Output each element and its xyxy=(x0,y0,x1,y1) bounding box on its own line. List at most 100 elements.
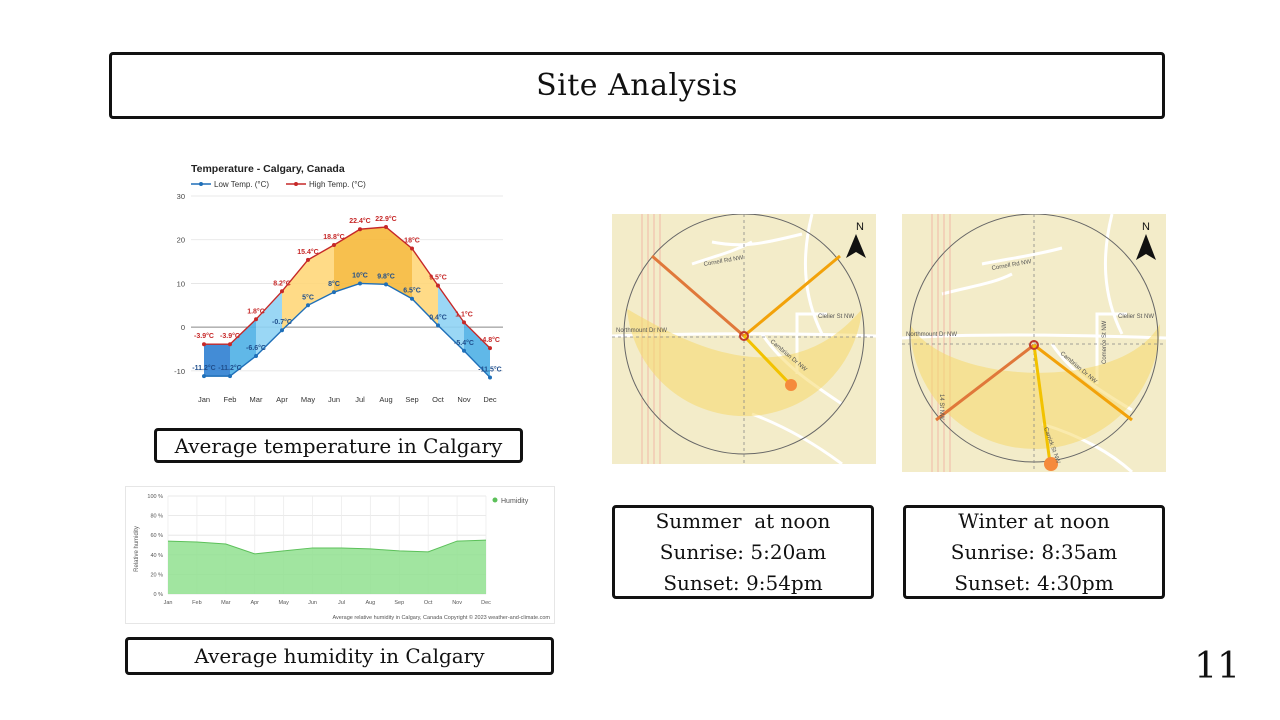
low-temp-point xyxy=(306,303,310,308)
winter-noon-line xyxy=(1032,344,1052,464)
low-temp-point xyxy=(358,281,362,286)
high-temp-label: 18.8°C xyxy=(323,233,344,241)
low-temp-label: 6.5°C xyxy=(403,287,421,295)
summer-street-label: Clelier St NW xyxy=(818,314,854,320)
summer-sunset-line xyxy=(743,254,841,338)
low-temp-point xyxy=(202,374,206,379)
summer-sunrise: Sunrise: 5:20am xyxy=(659,539,827,564)
humidity-ylabel: Relative humidity xyxy=(134,526,140,572)
humidity-xtick: Aug xyxy=(365,600,375,606)
temp-band xyxy=(308,244,334,306)
winter-sun-marker xyxy=(1044,457,1058,471)
temp-xtick: Nov xyxy=(457,395,471,404)
high-temp-label: -3.9°C xyxy=(194,332,214,340)
low-temp-label: 5°C xyxy=(302,293,314,301)
humidity-area xyxy=(168,540,486,594)
high-temp-label: 9.5°C xyxy=(429,274,447,282)
summer-north-arrow: N xyxy=(846,221,866,258)
low-temp-label: -5.4°C xyxy=(454,339,474,347)
summer-sun-area xyxy=(627,309,862,417)
high-temp-point xyxy=(410,246,414,251)
temp-xtick: Sep xyxy=(405,395,418,404)
high-temp-point xyxy=(358,227,362,232)
high-temp-point xyxy=(436,283,440,288)
winter-street-label: Clelier St NW xyxy=(1118,314,1154,320)
high-temp-point xyxy=(254,317,258,322)
low-temp-line xyxy=(204,282,491,378)
humidity-ytick: 100 % xyxy=(147,494,163,500)
legend-humidity: Humidity xyxy=(501,498,529,505)
temp-band xyxy=(438,285,464,351)
low-temp-point xyxy=(410,296,414,301)
humidity-ytick: 0 % xyxy=(154,592,164,598)
low-temp-label: 9.8°C xyxy=(377,272,395,280)
winter-north-arrow: N xyxy=(1136,221,1156,260)
winter-street-label: Northmount Dr NW xyxy=(906,332,957,338)
low-temp-label: 8°C xyxy=(328,280,340,288)
legend-high: High Temp. (°C) xyxy=(309,180,366,189)
humidity-xtick: Nov xyxy=(452,600,462,606)
low-temp-label: 10°C xyxy=(352,271,368,279)
temp-band xyxy=(282,259,308,331)
slide-title: Site Analysis xyxy=(109,52,1165,119)
temp-xtick: Jun xyxy=(328,395,340,404)
high-temp-point xyxy=(306,257,310,262)
high-temp-label: 22.9°C xyxy=(375,215,396,223)
temp-xtick: Dec xyxy=(483,395,497,404)
temp-band xyxy=(334,229,360,293)
high-temp-point xyxy=(384,225,388,230)
high-temp-point xyxy=(332,242,336,247)
humidity-legend: Humidity xyxy=(492,497,529,505)
temp-xtick: Mar xyxy=(250,395,263,404)
humidity-caption: Average humidity in Calgary xyxy=(125,637,554,675)
svg-text:N: N xyxy=(856,221,864,233)
temperature-chart-title: Temperature - Calgary, Canada xyxy=(191,163,345,175)
temp-xtick: Feb xyxy=(224,395,237,404)
summer-sun-marker xyxy=(785,379,797,391)
high-temp-label: 15.4°C xyxy=(297,248,318,256)
winter-sunset: Sunset: 4:30pm xyxy=(954,570,1114,595)
high-temp-label: 1.8°C xyxy=(247,307,265,315)
humidity-xtick: Jun xyxy=(308,600,317,606)
humidity-xtick: Sep xyxy=(394,600,404,606)
summer-heading: Summer at noon xyxy=(655,508,831,533)
high-temp-point xyxy=(488,346,492,351)
winter-info-box: Winter at noon Sunrise: 8:35am Sunset: 4… xyxy=(903,505,1165,599)
high-temp-label: 1.1°C xyxy=(455,310,473,318)
high-temp-line xyxy=(204,226,491,349)
humidity-xtick: Jul xyxy=(338,600,345,606)
low-temp-point xyxy=(280,328,284,333)
low-temp-label: -11.2°C xyxy=(192,364,215,372)
humidity-xtick: Apr xyxy=(250,600,259,606)
low-temp-point xyxy=(228,374,232,379)
temp-band xyxy=(360,227,386,285)
temp-band xyxy=(230,319,256,377)
winter-sunrise: Sunrise: 8:35am xyxy=(950,539,1118,564)
humidity-ytick: 60 % xyxy=(150,533,163,539)
high-temp-point xyxy=(280,289,284,294)
winter-street-label: Comerce St NW xyxy=(1102,320,1108,364)
temp-ytick: -10 xyxy=(174,367,185,376)
humidity-xtick: Dec xyxy=(481,600,491,606)
low-temp-point xyxy=(462,348,466,353)
high-temp-point xyxy=(228,342,232,347)
winter-street-label: 14 St NW xyxy=(938,394,944,420)
humidity-xtick: May xyxy=(278,600,289,606)
temp-ytick: 30 xyxy=(177,192,185,201)
temp-band xyxy=(386,227,412,299)
temp-ytick: 20 xyxy=(177,236,185,245)
humidity-ytick: 40 % xyxy=(150,553,163,559)
humidity-xtick: Jan xyxy=(164,600,173,606)
humidity-ytick: 20 % xyxy=(150,572,163,578)
temp-xtick: Jul xyxy=(355,395,365,404)
summer-sunrise-line xyxy=(651,254,745,338)
temp-band xyxy=(256,291,282,357)
humidity-xtick: Feb xyxy=(192,600,201,606)
summer-info-box: Summer at noon Sunrise: 5:20am Sunset: 9… xyxy=(612,505,874,599)
page-number: 11 xyxy=(1194,646,1240,687)
temperature-legend: Low Temp. (°C) High Temp. (°C) xyxy=(191,180,366,189)
temp-ytick: 0 xyxy=(181,323,185,332)
temp-ytick: 10 xyxy=(177,279,185,288)
high-temp-label: 18°C xyxy=(404,236,420,244)
summer-sun-path-map: N Northmount Dr NW Cambrian Dr NW Clelie… xyxy=(612,214,876,464)
